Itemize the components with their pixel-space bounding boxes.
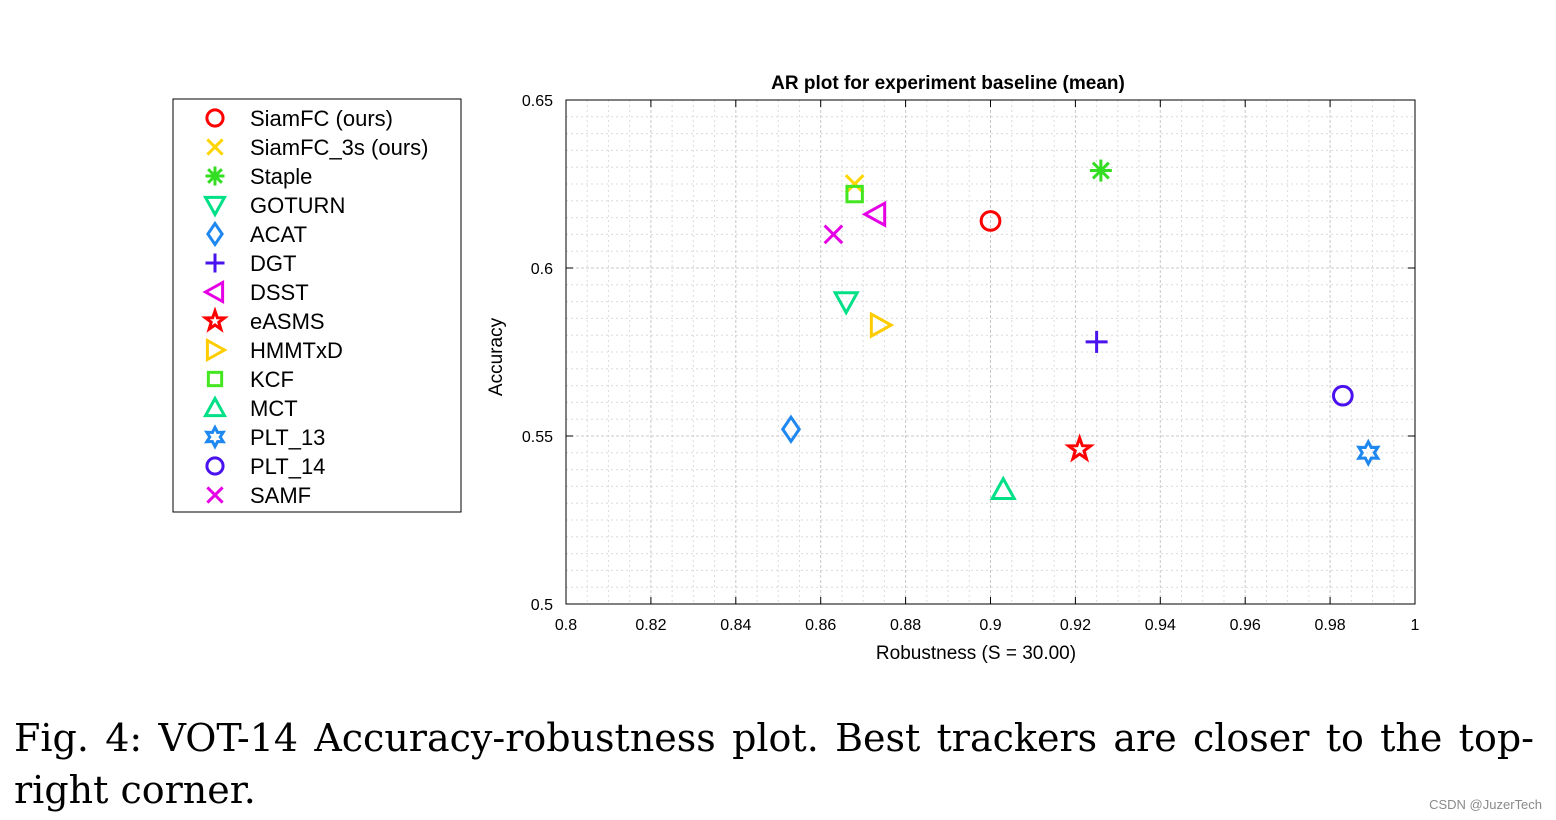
x-tick-label: 0.94 xyxy=(1145,617,1176,634)
point-staple xyxy=(1089,159,1112,182)
legend-marker-staple xyxy=(205,166,225,186)
x-tick-label: 1 xyxy=(1411,617,1420,634)
y-tick-label: 0.5 xyxy=(531,597,553,614)
x-tick-label: 0.98 xyxy=(1315,617,1346,634)
point-dsst xyxy=(861,200,887,228)
legend-label: KCF xyxy=(250,367,294,392)
legend-label: SiamFC (ours) xyxy=(250,106,393,131)
figure-caption: Fig. 4: VOT-14 Accuracy-robustness plot.… xyxy=(14,716,1534,812)
legend-marker-dsst xyxy=(202,279,225,305)
legend-label: HMMTxD xyxy=(250,338,343,363)
legend-marker-kcf xyxy=(206,370,224,388)
legend-label: PLT_13 xyxy=(250,425,325,450)
legend-marker-siamfc-3s-ours xyxy=(206,138,224,156)
legend-item-goturn: GOTURN xyxy=(202,193,345,218)
legend-item-acat: ACAT xyxy=(206,220,307,248)
point-samf xyxy=(823,224,844,245)
legend-item-samf: SAMF xyxy=(206,483,311,508)
legend-item-plt-14: PLT_14 xyxy=(205,454,325,479)
point-hmmtxd xyxy=(869,311,895,339)
legend-label: DGT xyxy=(250,251,296,276)
legend-label: DSST xyxy=(250,280,309,305)
point-plt-14 xyxy=(1331,384,1354,407)
legend: SiamFC (ours) SiamFC_3s (ours) Staple GOTUR… xyxy=(201,106,428,508)
ar-plot: SiamFC (ours) SiamFC_3s (ours) Staple GOTUR… xyxy=(172,73,1420,664)
y-axis-title: Accuracy xyxy=(486,317,507,396)
legend-label: SAMF xyxy=(250,483,311,508)
legend-marker-dgt xyxy=(205,253,225,273)
axis-ticks: 0.8 0.82 0.84 0.86 0.88 0.9 0.92 0.94 0.96 0.98 1 0… xyxy=(522,93,1420,634)
legend-item-dsst: DSST xyxy=(202,279,309,305)
legend-item-kcf: KCF xyxy=(206,367,294,392)
point-easms xyxy=(1064,433,1095,463)
x-axis-title: Robustness (S = 30.00) xyxy=(876,643,1076,664)
legend-item-easms: eASMS xyxy=(201,306,325,334)
y-tick-label: 0.6 xyxy=(531,261,553,278)
chart-title: AR plot for experiment baseline (mean) xyxy=(771,73,1125,94)
legend-marker-plt-13 xyxy=(203,424,227,450)
legend-marker-mct xyxy=(202,395,228,418)
x-tick-label: 0.86 xyxy=(805,617,836,634)
legend-label: Staple xyxy=(250,164,312,189)
legend-label: MCT xyxy=(250,396,298,421)
legend-item-dgt: DGT xyxy=(205,251,296,276)
x-tick-label: 0.92 xyxy=(1060,617,1091,634)
x-tick-label: 0.8 xyxy=(555,617,577,634)
legend-label: GOTURN xyxy=(250,193,345,218)
point-siamfc-ours xyxy=(979,210,1002,232)
legend-label: eASMS xyxy=(250,309,325,334)
x-tick-label: 0.9 xyxy=(979,617,1001,634)
data-points xyxy=(780,159,1381,501)
legend-marker-goturn xyxy=(202,195,228,218)
x-tick-label: 0.82 xyxy=(635,617,666,634)
legend-label: ACAT xyxy=(250,222,307,247)
legend-marker-samf xyxy=(206,486,224,504)
legend-marker-hmmtxd xyxy=(205,337,228,363)
y-tick-label: 0.65 xyxy=(522,93,553,110)
grid xyxy=(566,100,1415,604)
legend-item-mct: MCT xyxy=(202,395,298,421)
point-goturn xyxy=(832,291,860,316)
legend-item-siamfc-3s-ours: SiamFC_3s (ours) xyxy=(206,135,428,160)
legend-marker-siamfc-ours xyxy=(205,108,225,128)
point-kcf xyxy=(845,184,864,204)
legend-marker-acat xyxy=(206,220,224,248)
legend-item-staple: Staple xyxy=(205,164,312,189)
point-acat xyxy=(780,414,802,445)
legend-label: SiamFC_3s (ours) xyxy=(250,135,428,160)
point-mct xyxy=(989,475,1017,501)
legend-label: PLT_14 xyxy=(250,454,325,479)
legend-marker-easms xyxy=(201,306,229,333)
legend-item-hmmtxd: HMMTxD xyxy=(205,337,343,363)
watermark: CSDN @JuzerTech xyxy=(1429,797,1542,812)
legend-box xyxy=(172,98,462,513)
legend-marker-plt-14 xyxy=(205,456,225,476)
x-tick-label: 0.96 xyxy=(1230,617,1261,634)
point-dgt xyxy=(1085,330,1108,353)
legend-item-plt-13: PLT_13 xyxy=(203,424,325,450)
point-plt-13 xyxy=(1355,438,1381,468)
x-tick-label: 0.88 xyxy=(890,617,921,634)
y-tick-label: 0.55 xyxy=(522,429,553,446)
x-tick-label: 0.84 xyxy=(720,617,751,634)
legend-item-siamfc-ours: SiamFC (ours) xyxy=(205,106,393,131)
point-siamfc-3s-ours xyxy=(844,174,865,194)
